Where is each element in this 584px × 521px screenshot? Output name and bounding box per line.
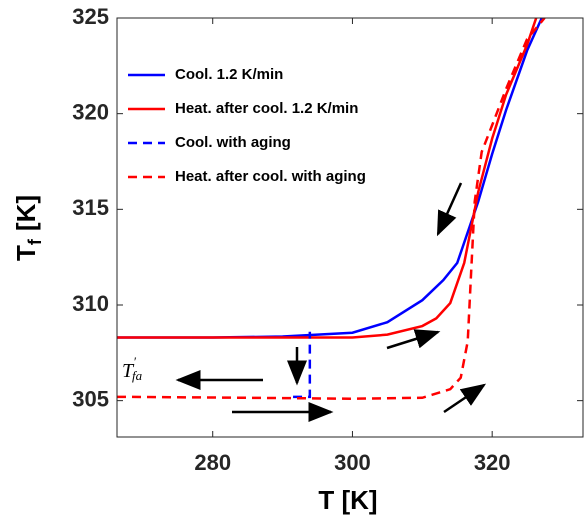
y-tick-label: 315: [72, 195, 109, 220]
annotation: T′ fa: [122, 354, 143, 383]
arrow: [443, 383, 487, 414]
y-tick-label: 305: [72, 386, 109, 411]
series-line: [117, 18, 538, 339]
y-tick-label: 320: [72, 99, 109, 124]
y-tick-label: 325: [72, 4, 109, 29]
legend-label: Heat. after cool. with aging: [175, 168, 366, 185]
plot-area: [117, 18, 546, 400]
legend-label: Cool. 1.2 K/min: [175, 66, 283, 83]
x-tick-label: 280: [194, 450, 231, 475]
x-tick-label: 300: [334, 450, 371, 475]
legend: Cool. 1.2 K/min Heat. after cool. 1.2 K/m…: [128, 66, 366, 185]
y-tick-label: 310: [72, 291, 109, 316]
y-axis-label: Tf[K]: [11, 195, 45, 261]
x-axis-label: T [K]: [318, 485, 377, 515]
series-line: [117, 18, 546, 400]
legend-label: Cool. with aging: [175, 134, 291, 151]
arrow: [386, 329, 441, 350]
legend-label: Heat. after cool. 1.2 K/min: [175, 100, 358, 117]
arrows: [175, 182, 487, 422]
axes-frame: [116, 17, 584, 438]
arrow: [436, 182, 463, 237]
series-line: [293, 331, 312, 399]
x-tick-label: 320: [474, 450, 511, 475]
